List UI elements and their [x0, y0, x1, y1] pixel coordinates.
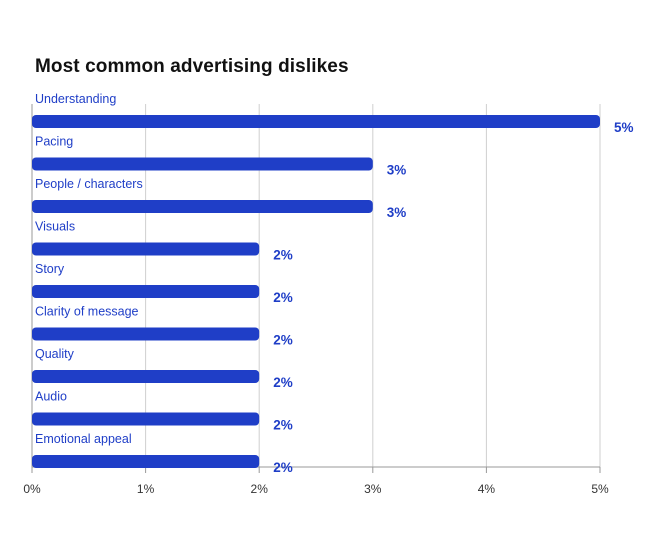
- value-label: 2%: [273, 375, 293, 390]
- value-label: 2%: [273, 333, 293, 348]
- bar: [32, 242, 260, 256]
- category-label: Emotional appeal: [35, 432, 132, 446]
- bar: [32, 157, 373, 171]
- value-label: 5%: [614, 120, 634, 135]
- category-label: Quality: [35, 347, 75, 361]
- x-tick-label: 2%: [251, 482, 269, 496]
- category-label: Understanding: [35, 92, 116, 106]
- x-tick-label: 1%: [137, 482, 155, 496]
- bar: [32, 200, 373, 213]
- chart-title: Most common advertising dislikes: [35, 56, 349, 77]
- value-label: 3%: [387, 205, 407, 220]
- category-label: People / characters: [35, 177, 143, 191]
- value-label: 3%: [387, 163, 407, 178]
- category-label: Audio: [35, 390, 67, 404]
- category-label: Story: [35, 262, 65, 276]
- x-tick-label: 3%: [364, 482, 382, 496]
- category-label: Clarity of message: [35, 305, 139, 319]
- value-label: 2%: [273, 290, 293, 305]
- bar: [32, 412, 260, 426]
- bar: [32, 327, 260, 341]
- value-label: 2%: [273, 418, 293, 433]
- x-tick-label: 5%: [591, 482, 609, 496]
- value-label: 2%: [273, 248, 293, 263]
- category-label: Pacing: [35, 135, 73, 149]
- value-label: 2%: [273, 460, 293, 475]
- category-label: Visuals: [35, 220, 75, 234]
- bar: [32, 455, 260, 468]
- bar: [32, 115, 600, 128]
- bar: [32, 370, 260, 383]
- x-tick-label: 0%: [23, 482, 41, 496]
- bar: [32, 285, 260, 298]
- x-tick-label: 4%: [478, 482, 496, 496]
